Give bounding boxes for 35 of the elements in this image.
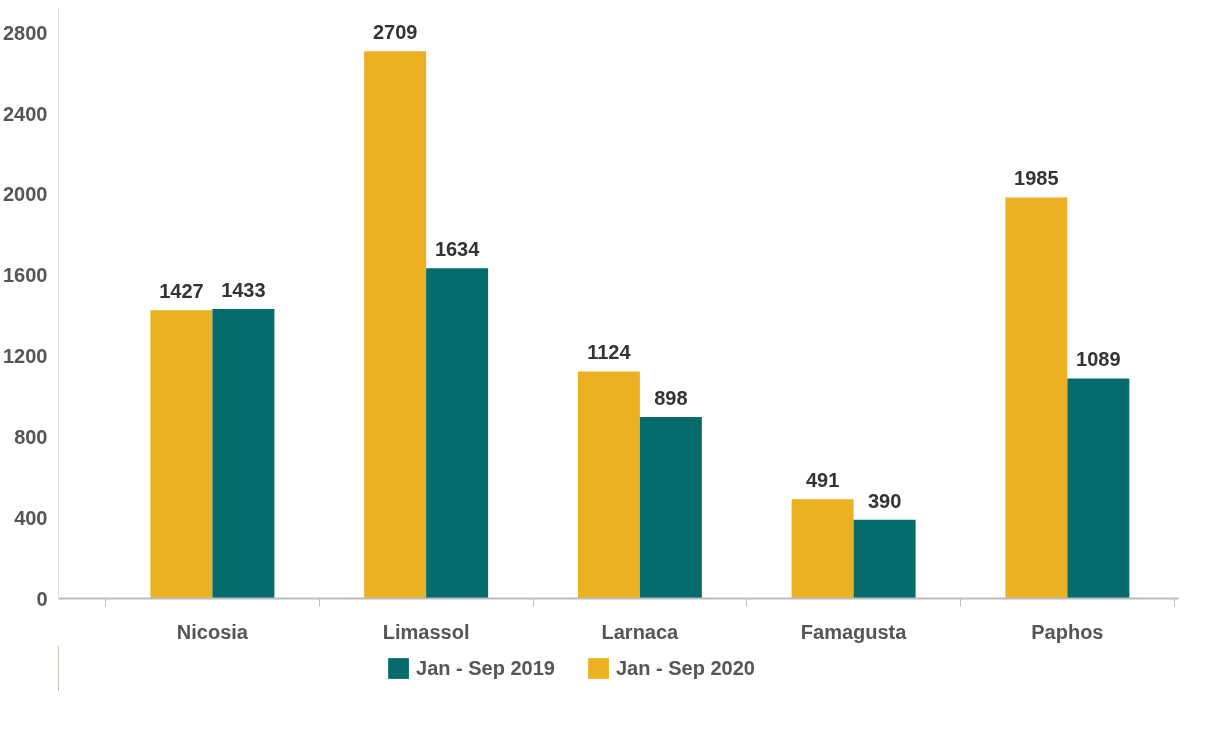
data-label: 1124 xyxy=(587,341,632,364)
bar xyxy=(853,519,916,599)
y-tick-label: 2400 xyxy=(3,102,48,125)
y-tick-label: 400 xyxy=(14,506,48,529)
data-label: 1985 xyxy=(1014,167,1059,190)
data-label: 1089 xyxy=(1076,348,1121,371)
data-label: 2709 xyxy=(372,21,418,44)
bar xyxy=(1005,197,1068,599)
y-tick-label: 1200 xyxy=(3,345,48,368)
x-tick-label: Limassol xyxy=(382,620,470,643)
x-tick-label: Famagusta xyxy=(800,620,908,643)
data-label: 898 xyxy=(654,387,688,410)
x-tick-label: Larnaca xyxy=(601,620,680,643)
bar xyxy=(364,51,427,599)
legend-label: Jan - Sep 2019 xyxy=(416,656,555,680)
x-tick-label: Nicosia xyxy=(176,620,249,643)
bar xyxy=(426,268,489,599)
bar xyxy=(150,310,213,599)
bar xyxy=(791,499,854,599)
y-tick-label: 2800 xyxy=(3,21,48,44)
bar xyxy=(1067,378,1130,599)
data-label: 390 xyxy=(867,489,902,512)
data-label: 1634 xyxy=(434,238,481,261)
data-label: 491 xyxy=(805,469,840,492)
bar xyxy=(577,371,640,599)
y-tick-label: 800 xyxy=(14,425,48,448)
x-tick-label: Paphos xyxy=(1031,620,1104,643)
data-label: 1427 xyxy=(159,280,204,303)
bar xyxy=(639,417,702,599)
y-tick-label: 2000 xyxy=(3,183,48,206)
legend-label: Jan - Sep 2020 xyxy=(615,656,755,680)
y-tick-label: 0 xyxy=(36,587,48,610)
y-tick-label: 1600 xyxy=(3,264,48,287)
bar xyxy=(212,308,275,599)
data-label: 1433 xyxy=(221,278,266,301)
